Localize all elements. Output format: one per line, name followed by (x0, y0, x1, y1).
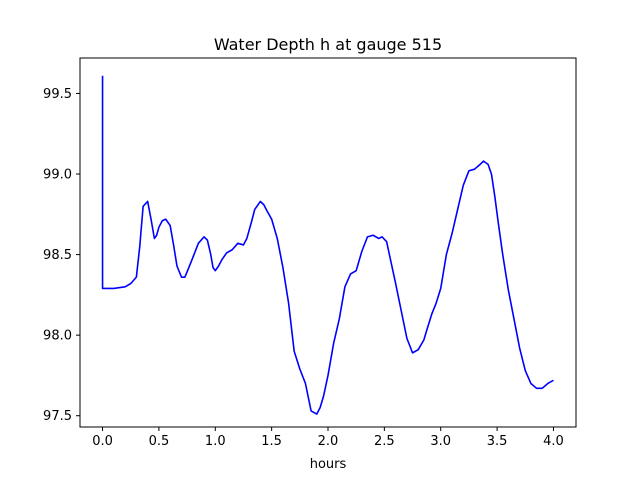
x-tick-label: 1.5 (261, 434, 282, 449)
x-tick-label: 0.5 (149, 434, 170, 449)
series-line-0 (101, 75, 554, 415)
x-axis-label: hours (310, 457, 347, 472)
x-tick-label: 2.5 (374, 434, 395, 449)
x-tick-label: 2.0 (318, 434, 339, 449)
x-tick-label: 0.0 (92, 434, 113, 449)
chart-title: Water Depth h at gauge 515 (214, 35, 442, 54)
plot-area (101, 75, 554, 415)
y-axis: 97.5 98.0 98.5 99.0 99.5 (43, 87, 80, 424)
x-tick-label: 3.5 (487, 434, 508, 449)
x-tick-label: 3.0 (430, 434, 451, 449)
y-tick-label: 98.0 (43, 329, 72, 344)
x-axis: 0.0 0.5 1.0 1.5 2.0 2.5 3.0 3.5 4.0 (92, 427, 564, 449)
x-tick-label: 4.0 (543, 434, 564, 449)
y-tick-label: 99.0 (43, 168, 72, 183)
y-tick-label: 99.5 (43, 87, 72, 102)
y-tick-label: 97.5 (43, 409, 72, 424)
y-tick-label: 98.5 (43, 248, 72, 263)
x-tick-label: 1.0 (205, 434, 226, 449)
